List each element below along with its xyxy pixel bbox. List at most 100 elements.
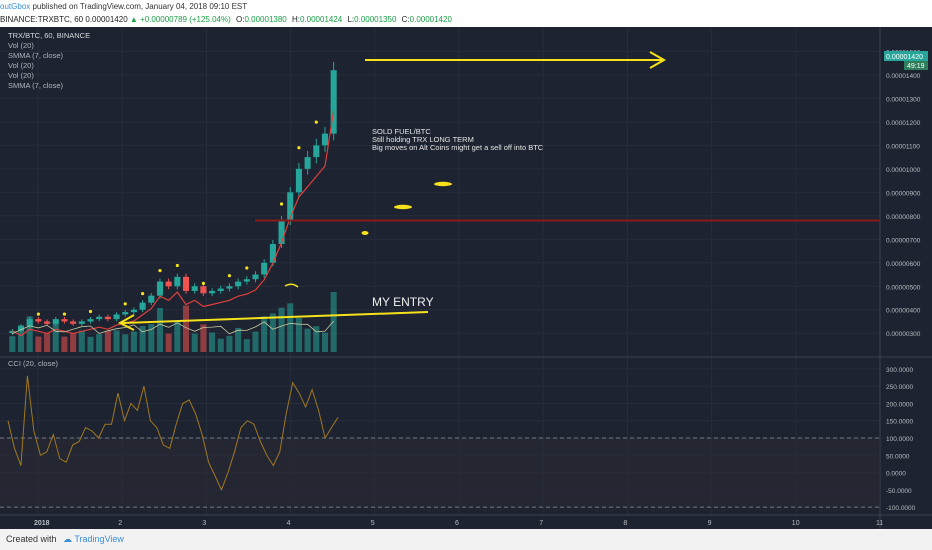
volume-bar bbox=[200, 324, 207, 352]
created-with: Created with bbox=[6, 534, 57, 544]
volume-bar bbox=[217, 338, 224, 352]
signal-dot bbox=[88, 309, 93, 314]
volume-bar bbox=[313, 326, 320, 352]
open-label: O: bbox=[236, 15, 245, 24]
author-link[interactable]: outGbox bbox=[0, 2, 31, 11]
volume-bar bbox=[278, 307, 285, 352]
low-label: L: bbox=[347, 15, 355, 24]
cci-tick-label: 300.0000 bbox=[886, 367, 913, 374]
candle-body bbox=[269, 243, 276, 263]
low-value: 0.00001350 bbox=[354, 15, 397, 24]
volume-bar bbox=[87, 336, 94, 352]
time-tick-label: 10 bbox=[792, 520, 800, 527]
smma-volume-line bbox=[12, 320, 335, 335]
candle-body bbox=[174, 276, 181, 287]
candle-body bbox=[130, 309, 137, 313]
price-tick-label: 0.00000500 bbox=[886, 284, 921, 291]
cci-tick-label: 250.0000 bbox=[886, 384, 913, 391]
price-tick-label: 0.00000300 bbox=[886, 331, 921, 338]
candle-body bbox=[304, 157, 311, 169]
candle-body bbox=[252, 274, 259, 280]
cci-line bbox=[7, 375, 339, 492]
volume-bar bbox=[304, 328, 311, 352]
candle-body bbox=[313, 145, 320, 158]
time-tick-label: 7 bbox=[539, 520, 543, 527]
signal-dot bbox=[314, 120, 318, 124]
time-tick-label: 2 bbox=[118, 520, 122, 527]
cci-legend: CCI (20, close) bbox=[8, 359, 59, 368]
candle-body bbox=[9, 330, 16, 334]
annotation-note: SOLD FUEL/BTC Still holding TRX LONG TER… bbox=[372, 127, 544, 152]
candle-body bbox=[287, 192, 294, 221]
volume-bar bbox=[156, 308, 164, 352]
signal-dot bbox=[201, 281, 205, 285]
price-tick-label: 0.00001300 bbox=[886, 96, 921, 103]
tradingview-cloud-icon: ☁ bbox=[63, 534, 73, 544]
candle-body bbox=[191, 286, 198, 291]
price-axis: 0.000015000.000014000.000013000.00001200… bbox=[886, 49, 921, 338]
signal-dot bbox=[227, 274, 232, 278]
volume-bar bbox=[78, 330, 85, 352]
volume-bar bbox=[269, 313, 276, 352]
volume-bar bbox=[139, 325, 146, 352]
candle-body bbox=[70, 321, 77, 324]
volume-bar bbox=[165, 333, 172, 352]
volume-bar bbox=[226, 335, 233, 352]
symbol-name: BINANCE:TRXBTC, 60 bbox=[0, 15, 84, 24]
signal-dot bbox=[123, 302, 127, 306]
volume-bar bbox=[26, 316, 33, 352]
close-label: C: bbox=[401, 15, 410, 24]
price-tick-label: 0.00001100 bbox=[886, 143, 920, 150]
footer: Created with ☁ TradingView bbox=[0, 529, 932, 550]
volume-bars bbox=[9, 292, 337, 352]
chart-svg[interactable]: 0.000015000.000014000.000013000.00001200… bbox=[0, 27, 932, 529]
candle-body bbox=[148, 295, 155, 303]
legend-line: SMMA (7, close) bbox=[8, 81, 64, 90]
candle-body bbox=[235, 281, 242, 287]
candle-body bbox=[26, 319, 33, 327]
cci-tick-label: 200.0000 bbox=[886, 401, 913, 408]
candle-body bbox=[17, 326, 25, 331]
tradingview-brand[interactable]: TradingView bbox=[74, 534, 124, 544]
candle-body bbox=[261, 262, 268, 275]
high-label: H: bbox=[291, 15, 300, 24]
price-tick-label: 0.00000700 bbox=[886, 237, 921, 244]
candle-body bbox=[165, 281, 172, 287]
cci-tick-label: 0.0000 bbox=[886, 471, 906, 478]
volume-bar bbox=[287, 303, 294, 352]
volume-bar bbox=[174, 321, 181, 352]
volume-bar bbox=[35, 336, 42, 352]
candle-body bbox=[104, 316, 111, 320]
volume-bar bbox=[113, 330, 120, 352]
legend-line: Vol (20) bbox=[8, 71, 34, 80]
time-tick-label: 8 bbox=[623, 520, 627, 527]
last-price-badge-text: 0.00001420 bbox=[886, 54, 923, 61]
volume-bar bbox=[96, 333, 103, 352]
time-tick-label: 9 bbox=[708, 520, 712, 527]
candle-body bbox=[209, 290, 216, 294]
price-change: +0.00000789 (+125.04%) bbox=[140, 15, 231, 24]
last-price: 0.00001420 bbox=[85, 15, 128, 24]
candle-body bbox=[44, 321, 51, 324]
volume-bar bbox=[44, 333, 51, 352]
chart-legend: TRX/BTC, 60, BINANCE Vol (20) SMMA (7, c… bbox=[8, 31, 90, 368]
candle-body bbox=[243, 279, 250, 282]
candle-body bbox=[330, 70, 337, 134]
annotation-arrow-left bbox=[117, 311, 429, 331]
cci-tick-label: -100.0000 bbox=[886, 505, 916, 512]
time-axis: 2018 2 3 4 5 6 7 8 9 10 11 bbox=[34, 520, 883, 527]
chart-area[interactable]: 0.000015000.000014000.000013000.00001200… bbox=[0, 27, 932, 529]
price-tick-label: 0.00001200 bbox=[886, 120, 921, 127]
time-tick-label: 5 bbox=[371, 520, 375, 527]
entry-label: MY ENTRY bbox=[372, 295, 434, 309]
countdown-badge-text: 49:19 bbox=[907, 63, 925, 70]
volume-bar bbox=[209, 332, 216, 352]
volume-bar bbox=[17, 325, 25, 352]
cci-tick-label: 100.0000 bbox=[886, 436, 913, 443]
last-price-badge: 0.00001420 49:19 bbox=[884, 51, 928, 70]
volume-bar bbox=[122, 334, 129, 352]
candle-body bbox=[156, 281, 164, 296]
candle-body bbox=[139, 302, 146, 310]
open-value: 0.00001380 bbox=[244, 15, 287, 24]
signal-dot bbox=[175, 263, 179, 268]
